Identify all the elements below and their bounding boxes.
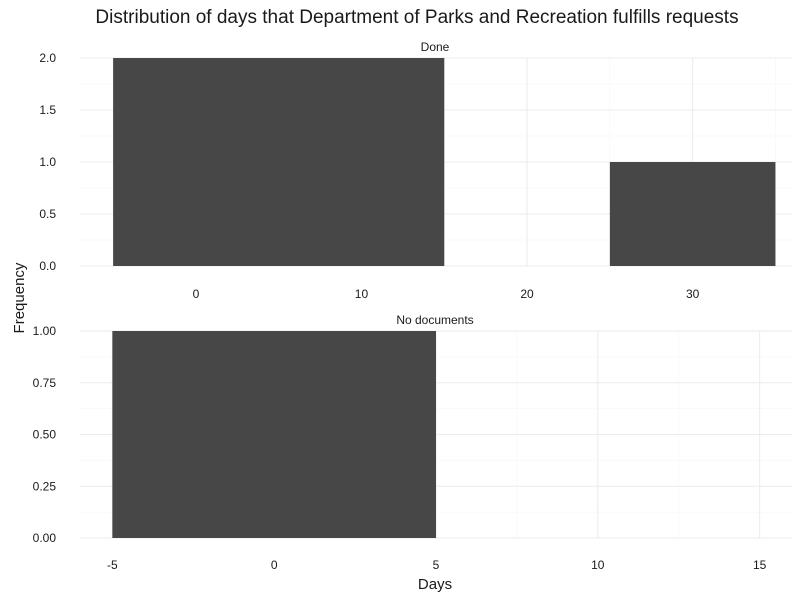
y-axis-title: Frequency [11,262,28,333]
x-axis-title: Days [418,576,452,593]
x-tick-label-no-documents: 0 [271,558,278,572]
x-tick-label-done: 30 [686,287,700,301]
panel-label-done: Done [421,40,450,54]
x-tick-label-done: 10 [355,287,369,301]
y-tick-label-no-documents: 0.00 [33,531,57,545]
panel-label-no-documents: No documents [396,313,473,327]
y-tick-label-no-documents: 0.50 [33,428,57,442]
x-tick-label-done: 0 [193,287,200,301]
y-tick-label-no-documents: 0.25 [33,479,57,493]
histogram-bar-done [113,58,445,266]
panel-done: Done 0 10 20 30 0.0 0.5 1.0 1.5 2.0 [39,40,792,301]
y-tick-label-done: 2.0 [39,51,56,65]
y-tick-label-no-documents: 0.75 [33,376,57,390]
y-tick-label-done: 0.5 [39,207,56,221]
histogram-bar-done [609,162,776,266]
x-tick-label-done: 20 [520,287,534,301]
y-tick-label-done: 1.5 [39,103,56,117]
histogram-bar-no-documents [112,331,436,538]
chart-title: Distribution of days that Department of … [95,7,738,28]
y-tick-label-done: 1.0 [39,155,56,169]
panel-no-documents: No documents -5 0 5 10 15 0.00 0.25 0.50 0.75 1.0… [33,313,792,572]
y-tick-label-no-documents: 1.00 [33,324,57,338]
x-tick-label-no-documents: 10 [591,558,605,572]
x-tick-label-no-documents: -5 [107,558,118,572]
y-tick-label-done: 0.0 [39,259,56,273]
x-tick-label-no-documents: 15 [753,558,767,572]
x-tick-label-no-documents: 5 [433,558,440,572]
